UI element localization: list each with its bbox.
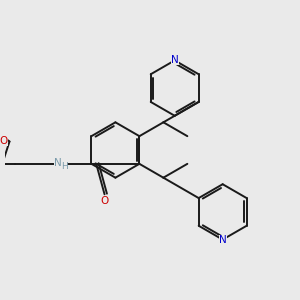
Text: O: O	[0, 136, 8, 146]
Text: N: N	[171, 56, 178, 65]
Text: O: O	[100, 196, 109, 206]
Text: H: H	[61, 162, 68, 171]
Text: N: N	[219, 235, 226, 244]
Text: N: N	[54, 158, 62, 168]
